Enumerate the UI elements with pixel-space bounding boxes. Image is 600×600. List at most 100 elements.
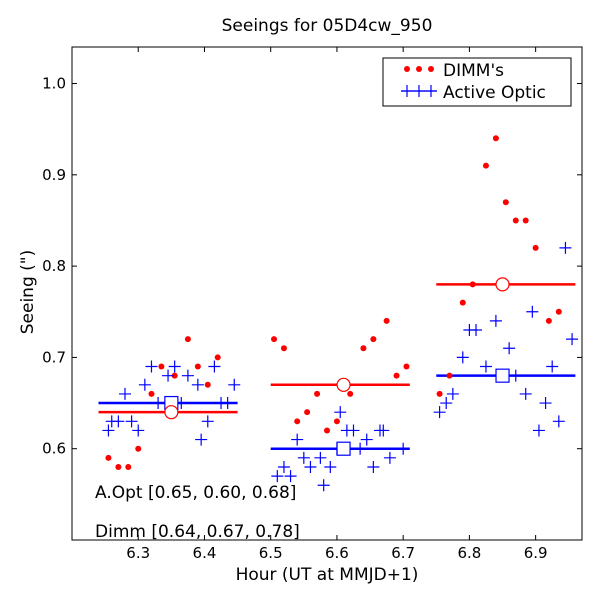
x-tick-label: 6.5 xyxy=(259,544,283,562)
legend: DIMM's Active Optic xyxy=(382,57,572,107)
y-tick-label: 1.0 xyxy=(42,75,66,93)
aopt-point xyxy=(519,387,532,400)
y-axis-label: Seeing (") xyxy=(18,250,38,335)
dimm-point xyxy=(545,317,552,324)
legend-aopt-label: Active Optic xyxy=(443,83,546,103)
aopt-point xyxy=(532,424,545,437)
aopt-point xyxy=(191,378,204,391)
aopt-point xyxy=(314,451,327,464)
aopt-point xyxy=(503,342,516,355)
aopt-point xyxy=(347,424,360,437)
dimm-point xyxy=(492,135,499,142)
aopt-point xyxy=(317,479,330,492)
aopt-point xyxy=(297,451,310,464)
aopt-point xyxy=(201,415,214,428)
aopt-point xyxy=(397,442,410,455)
dimm-point xyxy=(393,372,400,379)
aopt-point xyxy=(304,460,317,473)
dimm-point xyxy=(204,381,211,388)
dimm-point xyxy=(194,363,201,370)
x-tick-label: 6.8 xyxy=(457,544,481,562)
aopt-point xyxy=(195,433,208,446)
legend-aopt-marker xyxy=(401,85,437,97)
aopt-point xyxy=(526,305,539,318)
dimm-point xyxy=(184,336,191,343)
dimm-point xyxy=(333,418,340,425)
dimm-point xyxy=(105,454,112,461)
aopt-point xyxy=(112,415,125,428)
dimm-point xyxy=(383,317,390,324)
aopt-point xyxy=(440,397,453,410)
annotation-dimm: Dimm [0.64, 0.67, 0.78] xyxy=(95,522,300,542)
chart-title: Seeings for 05D4cw_950 xyxy=(222,16,433,36)
y-tick-label: 0.6 xyxy=(42,440,66,458)
aopt-point xyxy=(334,406,347,419)
aopt-point xyxy=(208,360,221,373)
dimm-point xyxy=(158,363,165,370)
dimm-point xyxy=(403,363,410,370)
legend-dimm-marker xyxy=(404,66,434,72)
legend-dimm-dot xyxy=(416,66,422,72)
x-tick-label: 6.4 xyxy=(193,544,217,562)
dimm-point xyxy=(482,162,489,169)
dimm-point xyxy=(304,409,311,416)
aopt-point xyxy=(552,415,565,428)
dimm-point xyxy=(324,427,330,434)
dimm-point xyxy=(512,217,519,224)
x-tick-label: 6.6 xyxy=(325,544,349,562)
y-tick-label: 0.9 xyxy=(42,166,66,184)
plot-area xyxy=(98,135,579,492)
aopt-point xyxy=(360,433,373,446)
legend-dimm-dot xyxy=(404,66,410,72)
dimm-point xyxy=(271,336,278,343)
aopt-median-marker xyxy=(495,368,510,383)
aopt-point xyxy=(377,424,390,437)
dimm-point xyxy=(135,445,142,452)
y-tick-label: 0.7 xyxy=(42,348,66,366)
aopt-point xyxy=(132,424,145,437)
dimm-point xyxy=(360,345,367,352)
aopt-median-marker xyxy=(336,441,351,456)
aopt-point xyxy=(284,470,297,483)
aopt-point xyxy=(145,360,158,373)
aopt-point xyxy=(162,369,175,382)
dimm-median-marker xyxy=(336,377,351,392)
dimm-point xyxy=(469,281,476,288)
aopt-point xyxy=(291,433,304,446)
dimm-point xyxy=(446,372,453,379)
dimm-median-marker xyxy=(495,277,510,292)
aopt-point xyxy=(433,406,446,419)
aopt-point xyxy=(446,387,459,400)
aopt-point xyxy=(125,415,138,428)
aopt-point xyxy=(168,360,181,373)
dimm-point xyxy=(314,390,321,397)
aopt-point xyxy=(271,470,284,483)
y-tick-label: 0.8 xyxy=(42,257,66,275)
dimm-point xyxy=(171,372,178,379)
dimm-point xyxy=(280,345,287,352)
legend-dimm-dot xyxy=(428,66,434,72)
plot-frame xyxy=(71,46,583,541)
dimm-point xyxy=(555,308,562,315)
dimm-point xyxy=(115,463,122,470)
aopt-point xyxy=(228,378,241,391)
dimm-point xyxy=(294,418,301,425)
aopt-point xyxy=(383,451,396,464)
dimm-point xyxy=(522,217,529,224)
aopt-point xyxy=(138,378,151,391)
aopt-point xyxy=(324,460,337,473)
x-tick-label: 6.9 xyxy=(524,544,548,562)
dimm-median-marker xyxy=(164,405,179,420)
aopt-point xyxy=(546,360,559,373)
aopt-point xyxy=(566,333,579,346)
x-tick-label: 6.3 xyxy=(126,544,150,562)
dimm-point xyxy=(459,299,466,306)
axis-ticks: 6.3 6.4 6.5 6.6 6.7 6.8 6.9 0.6 0.7 0.8 0.9 1.0 xyxy=(42,47,582,562)
dimm-point xyxy=(436,390,443,397)
dimm-point xyxy=(532,244,539,251)
x-axis-label: Hour (UT at MMJD+1) xyxy=(236,565,419,585)
dimm-point xyxy=(502,199,509,206)
aopt-point xyxy=(118,387,131,400)
annotation-aopt: A.Opt [0.65, 0.60, 0.68] xyxy=(95,483,296,503)
